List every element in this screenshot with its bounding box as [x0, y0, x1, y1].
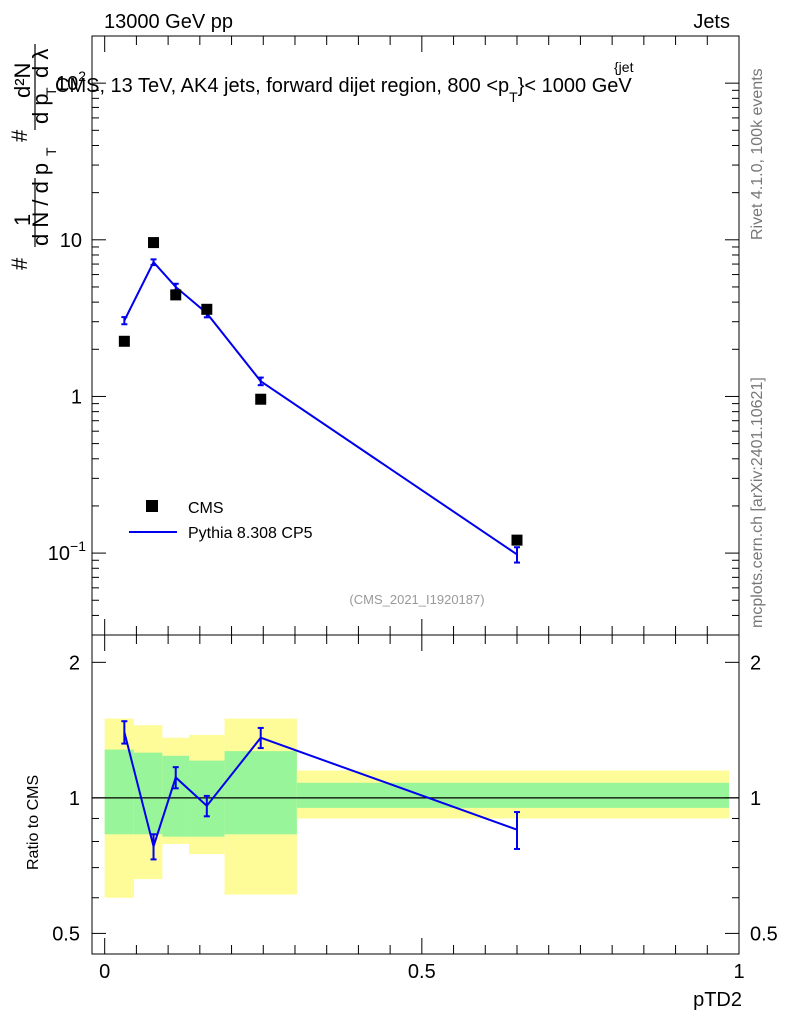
- pythia-errorbar: [121, 316, 128, 326]
- ratio-ytick-label-right: 2: [750, 652, 761, 674]
- analysis-watermark: (CMS_2021_I1920187): [349, 592, 484, 607]
- cms-data-point: [201, 303, 213, 315]
- pythia-ratio-errorbar: [172, 766, 179, 790]
- ylabel-numerator: d²N: [10, 63, 35, 98]
- ylabel-hash1: #: [7, 257, 32, 270]
- ratio-ytick-label-right: 1: [750, 788, 761, 810]
- pythia-errorbar: [172, 282, 179, 292]
- legend-pythia-label: Pythia 8.308 CP5: [188, 525, 313, 542]
- pythia-ratio-errorbar: [513, 811, 520, 850]
- ratio-panel: 0.5 0.5 1 1 2 2 0 0.5 1 Ratio to CMS pTD2: [25, 634, 778, 1011]
- ratio-band-inner: [133, 752, 163, 835]
- plot-title: CMS, 13 TeV, AK4 jets, forward dijet reg…: [55, 75, 632, 105]
- pythia-ratio-line: [123, 731, 518, 851]
- plot-title-subscript: T: [509, 89, 518, 105]
- pythia-errorbar: [150, 258, 157, 267]
- cms-data-point: [170, 289, 182, 301]
- ratio-band-inner: [296, 782, 729, 808]
- rivet-version-label: Rivet 4.1.0, 100k events: [749, 68, 766, 240]
- main-ytick-base: 10: [48, 543, 70, 565]
- main-ytick-exp: 2: [78, 68, 86, 84]
- main-ytick-label-text: 1: [71, 386, 82, 408]
- pythia-errorbar: [513, 546, 520, 564]
- main-ytick-exp: −1: [70, 538, 86, 554]
- legend: CMS Pythia 8.308 CP5: [129, 500, 313, 542]
- cms-data-point: [255, 393, 267, 405]
- plot-title-main: CMS, 13 TeV, AK4 jets, forward dijet reg…: [55, 75, 509, 97]
- main-ytick-label-text: 102: [56, 68, 86, 95]
- cms-data-point: [511, 534, 523, 546]
- ylabel-dp-sub: T: [43, 87, 59, 96]
- ylabel-dlambda: d λ: [28, 49, 53, 78]
- ratio-band-inner: [224, 751, 297, 835]
- ylabel-one: 1: [10, 214, 35, 226]
- pythia-ratio-errorbar: [150, 833, 157, 861]
- xtick-label: 1: [733, 961, 744, 983]
- energy-label: 13000 GeV pp: [104, 11, 233, 33]
- ratio-ylabel: Ratio to CMS: [25, 775, 42, 870]
- main-ytick-label: 102: [56, 68, 86, 95]
- ratio-ytick-label: 1: [69, 788, 80, 810]
- main-ylabel: # 1 d N / d p T # d²N d p T d λ: [7, 44, 59, 270]
- pythia-ratio-errorbar: [121, 720, 128, 745]
- pythia-ratio-errorbar: [257, 726, 264, 750]
- category-label: Jets: [693, 11, 730, 33]
- xtick-label: 0.5: [408, 961, 436, 983]
- ylabel-denominator: d N / d p: [28, 163, 53, 246]
- xaxis-label: pTD2: [693, 989, 742, 1011]
- main-ytick-label: 10−1: [48, 538, 86, 565]
- pythia-line: [123, 260, 518, 556]
- main-ytick-label: 1: [71, 386, 82, 408]
- legend-cms-label: CMS: [188, 500, 224, 517]
- plot-title-superscript: {jet: [614, 59, 634, 75]
- main-ytick-label-text: 10: [60, 230, 82, 252]
- cms-data-point: [118, 335, 130, 347]
- ratio-ytick-label: 2: [69, 652, 80, 674]
- pythia-ratio-errorbar: [203, 794, 210, 818]
- ratio-frame: [91, 634, 740, 955]
- cms-data-point: [148, 237, 160, 249]
- ylabel-hash2: #: [7, 129, 32, 142]
- main-frame: [91, 35, 740, 636]
- main-ytick-label-text: 10−1: [48, 538, 86, 565]
- ratio-ytick-label-right: 0.5: [750, 923, 778, 945]
- legend-cms-marker: [146, 500, 158, 512]
- main-ytick-base: 10: [56, 73, 78, 95]
- xtick-label: 0: [99, 961, 110, 983]
- pythia-errorbar: [257, 376, 264, 387]
- ratio-ytick-label: 0.5: [52, 923, 80, 945]
- ylabel-denominator-sub: T: [43, 147, 59, 156]
- ratio-band-inner: [104, 749, 134, 835]
- plot-title-end: }< 1000 GeV: [518, 75, 633, 97]
- source-label: mcplots.cern.ch [arXiv:2401.10621]: [749, 377, 766, 628]
- ylabel-dp: d p: [28, 93, 53, 124]
- main-ytick-label: 10: [60, 230, 82, 252]
